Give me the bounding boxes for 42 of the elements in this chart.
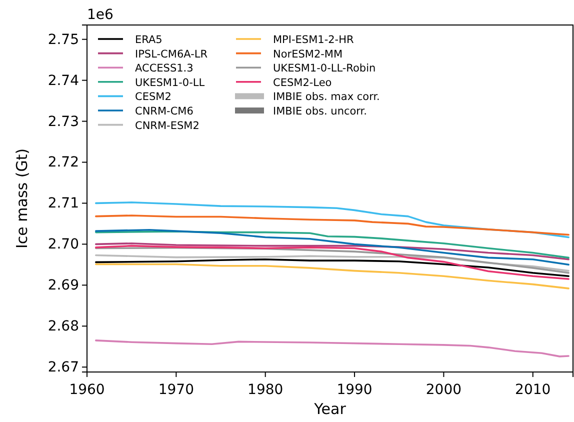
legend-label: CESM2-Leo: [273, 76, 332, 89]
legend-label: CNRM-ESM2: [135, 120, 200, 132]
x-tick-label: 2010: [515, 382, 551, 398]
y-tick-label: 2.73: [48, 114, 79, 130]
y-tick-label: 2.72: [48, 154, 79, 171]
y-tick-label: 2.68: [48, 318, 79, 335]
line-series: [95, 246, 570, 274]
line-series: [95, 258, 570, 278]
line-series: [95, 230, 570, 259]
legend-label: UKESM1-0-LL: [135, 76, 205, 89]
legend-label: IMBIE obs. uncorr.: [273, 106, 367, 118]
line-series: [95, 242, 570, 260]
x-tick-label: 2000: [426, 382, 462, 398]
line-series: [95, 214, 570, 236]
legend-label: IPSL-CM6A-LR: [135, 48, 208, 60]
legend-label: MPI-ESM1-2-HR: [273, 34, 354, 46]
legend-label: IMBIE obs. max corr.: [273, 91, 380, 104]
legend-label: ERA5: [135, 34, 162, 46]
legend-label: UKESM1-0-LL-Robin: [273, 62, 376, 75]
y-tick-label: 2.70: [48, 236, 79, 253]
y-tick-label: 2.75: [48, 32, 79, 48]
y-tick-label: 2.71: [48, 196, 79, 212]
y-tick-label: 2.67: [48, 360, 79, 376]
x-tick-label: 1970: [158, 382, 194, 398]
legend-label: CESM2: [135, 91, 172, 104]
x-tick-label: 1980: [248, 382, 284, 398]
legend-label: NorESM2-MM: [273, 48, 343, 60]
y-axis-title: Ice mass (Gt): [13, 148, 31, 249]
y-tick-label: 2.74: [48, 72, 80, 89]
x-axis-title: Year: [313, 400, 347, 418]
legend-label: CNRM-CM6: [135, 106, 194, 118]
line-series: [95, 228, 570, 266]
legend-label: ACCESS1.3: [135, 62, 194, 75]
line-series: [95, 254, 570, 272]
text: 1e6: [87, 7, 114, 23]
x-tick-label: 1960: [69, 382, 105, 398]
line-series: [95, 340, 570, 358]
line-series: [95, 244, 570, 280]
line-series: [95, 201, 570, 238]
line-series: [95, 263, 570, 290]
x-tick-label: 1990: [336, 382, 372, 398]
y-tick-label: 2.69: [48, 278, 79, 294]
